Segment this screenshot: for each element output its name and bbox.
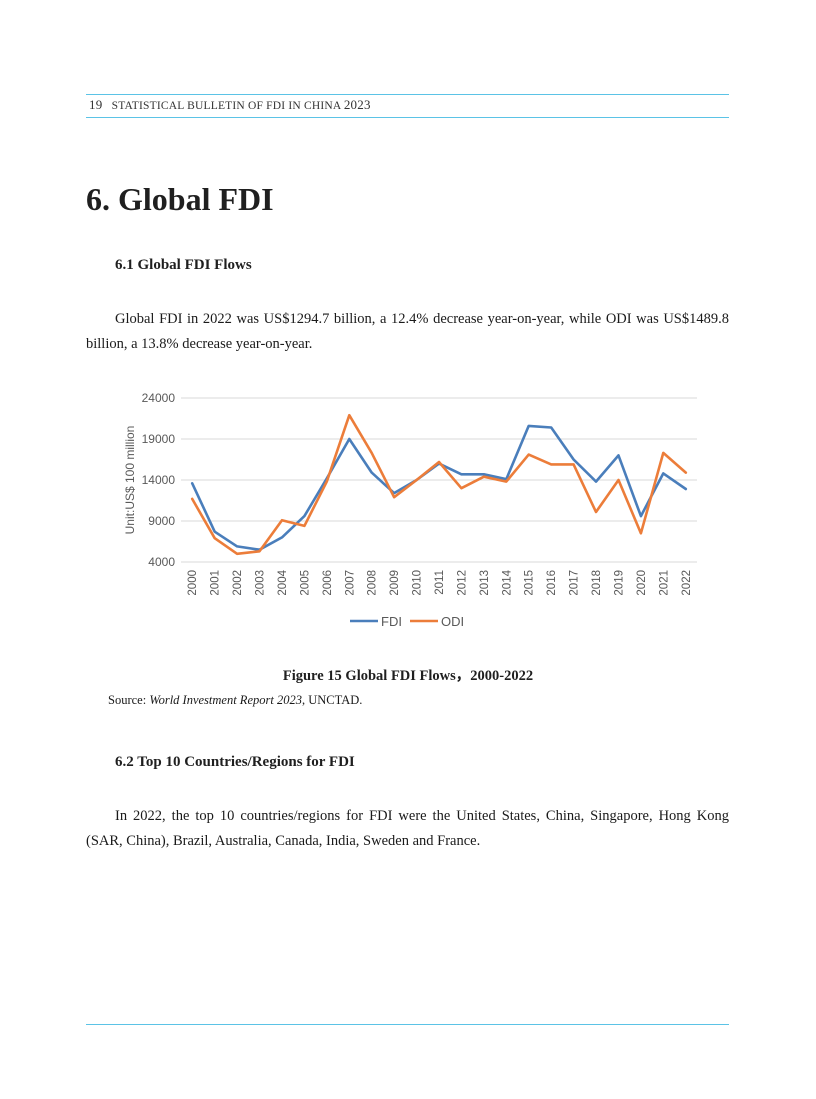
x-tick-2010: 2010 [412, 570, 424, 596]
series-line-odi [190, 413, 688, 556]
header-top-rule [86, 94, 729, 95]
chart-legend: FDI ODI [350, 614, 464, 629]
source-suffix: , UNCTAD. [301, 693, 363, 707]
section-title: 6. Global FDI [86, 181, 274, 217]
top10-paragraph: In 2022, the top 10 countries/regions fo… [86, 808, 729, 849]
x-tick-2020: 2020 [636, 570, 648, 596]
x-tick-2006: 2006 [322, 570, 334, 596]
x-tick-2005: 2005 [299, 570, 311, 596]
figure-source: Source: World Investment Report 2023, UN… [108, 693, 362, 708]
gridlines [181, 397, 697, 563]
x-tick-2017: 2017 [569, 570, 581, 596]
x-tick-2004: 2004 [277, 569, 289, 595]
x-tick-labels: 2000 2001 2002 2003 2004 2005 2006 2007 2008 2009… [187, 569, 693, 595]
x-tick-2007: 2007 [344, 570, 356, 596]
flows-paragraph: Global FDI in 2022 was US$1294.7 billion… [86, 311, 729, 352]
x-tick-2021: 2021 [658, 570, 670, 596]
subsection-title-flows: 6.1 Global FDI Flows [115, 257, 252, 273]
figure-caption: Figure 15 Global FDI Flows，2000-2022 [282, 668, 534, 684]
x-tick-2001: 2001 [210, 570, 222, 596]
y-tick-14000: 14000 [142, 473, 176, 487]
y-tick-labels: 4000 9000 14000 19000 24000 [142, 391, 176, 569]
subsection-title-top10: 6.2 Top 10 Countries/Regions for FDI [115, 754, 355, 770]
x-tick-2019: 2019 [613, 570, 625, 596]
x-tick-2002: 2002 [232, 570, 244, 596]
y-tick-19000: 19000 [142, 432, 176, 446]
publication-year: 2023 [343, 97, 371, 112]
y-tick-9000: 9000 [148, 514, 175, 528]
x-tick-2003: 2003 [255, 570, 267, 596]
series-lines [190, 413, 688, 556]
x-tick-2008: 2008 [367, 570, 379, 596]
x-tick-2015: 2015 [524, 570, 536, 596]
source-title: World Investment Report 2023 [149, 693, 302, 707]
x-tick-2013: 2013 [479, 570, 491, 596]
y-axis-label: Unit:US$ 100 million [123, 426, 137, 535]
x-tick-2016: 2016 [546, 570, 558, 596]
x-tick-2014: 2014 [501, 569, 513, 595]
fdi-line-chart: Unit:US$ 100 million 4000 9000 14000 19000 2… [123, 391, 697, 629]
x-tick-2012: 2012 [456, 570, 468, 596]
running-header: 19 STATISTICAL BULLETIN OF FDI IN CHINA … [89, 97, 371, 113]
y-tick-4000: 4000 [148, 555, 175, 569]
page-number: 19 [89, 97, 103, 112]
header-bottom-rule [86, 117, 729, 118]
footer-rule [86, 1024, 729, 1025]
legend-label-fdi: FDI [381, 614, 402, 629]
x-tick-2018: 2018 [591, 570, 603, 596]
x-tick-2009: 2009 [389, 570, 401, 596]
y-tick-24000: 24000 [142, 391, 176, 405]
publication-title: STATISTICAL BULLETIN OF FDI IN CHINA [111, 100, 341, 112]
x-tick-2022: 2022 [681, 570, 693, 596]
source-prefix: Source: [108, 693, 150, 707]
legend-label-odi: ODI [441, 614, 464, 629]
x-tick-2000: 2000 [187, 570, 199, 596]
x-tick-2011: 2011 [434, 570, 446, 595]
